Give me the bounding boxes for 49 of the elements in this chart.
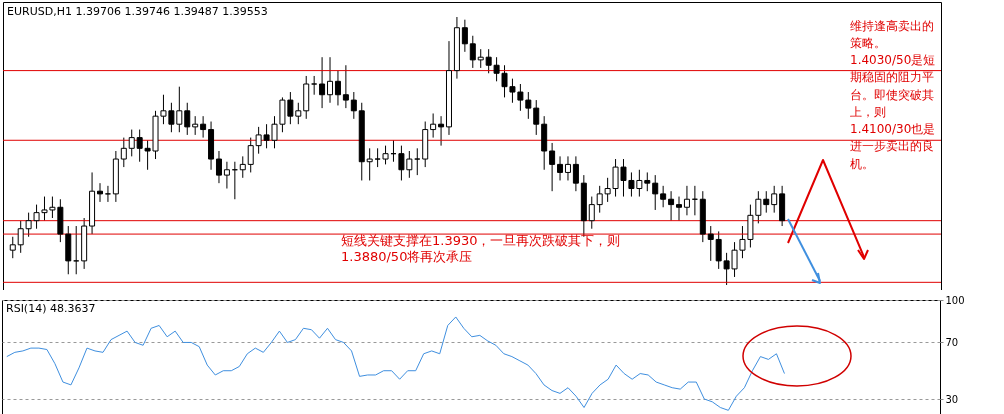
candlestick bbox=[97, 182, 104, 203]
candlestick bbox=[668, 190, 675, 222]
candlestick bbox=[311, 75, 318, 96]
candlestick bbox=[192, 115, 199, 136]
y-tick-label: 100 bbox=[945, 294, 965, 306]
candlestick bbox=[549, 142, 556, 192]
candlestick bbox=[572, 155, 579, 192]
candlestick bbox=[588, 196, 595, 230]
chart-title: EURUSD,H1 1.39706 1.39746 1.39487 1.39553 bbox=[7, 5, 268, 18]
candlestick bbox=[414, 147, 421, 176]
candlestick bbox=[334, 70, 341, 106]
candlestick bbox=[771, 185, 778, 214]
candlestick bbox=[120, 137, 127, 168]
candlestick bbox=[533, 99, 540, 136]
candlestick bbox=[239, 155, 246, 179]
candlestick bbox=[327, 56, 334, 104]
candlestick bbox=[319, 56, 326, 109]
candlestick bbox=[676, 196, 683, 222]
y-tick-label: 30 bbox=[945, 393, 959, 405]
candlestick bbox=[763, 190, 770, 214]
candlestick bbox=[652, 174, 659, 211]
candlestick bbox=[660, 185, 667, 208]
candlestick bbox=[477, 48, 484, 69]
candlestick bbox=[382, 145, 389, 165]
candlestick bbox=[707, 225, 714, 262]
candlestick bbox=[215, 150, 222, 184]
annotation: 短线关键支撑在1.3930，一旦再次跌破其下，则1.3880/50将再次承压 bbox=[341, 233, 621, 264]
candlestick bbox=[350, 91, 357, 120]
candlestick bbox=[430, 112, 437, 139]
y-tick-label: 70 bbox=[945, 336, 959, 348]
candlestick bbox=[342, 64, 349, 109]
candlestick bbox=[200, 115, 207, 139]
candlestick bbox=[564, 155, 571, 181]
line-series bbox=[6, 316, 785, 411]
candlestick bbox=[683, 185, 690, 216]
candlestick bbox=[73, 225, 80, 275]
candlestick bbox=[184, 102, 191, 136]
candlestick bbox=[223, 161, 230, 190]
candlestick bbox=[461, 19, 468, 53]
candlestick bbox=[128, 129, 135, 157]
candlestick bbox=[374, 147, 381, 168]
candlestick bbox=[366, 147, 373, 181]
chart-title: RSI(14) 48.3637 bbox=[6, 302, 96, 315]
candlestick bbox=[104, 185, 111, 203]
candlestick bbox=[9, 236, 16, 259]
candlestick bbox=[438, 115, 445, 147]
candlestick bbox=[557, 155, 564, 181]
text: 维持逢高卖出的策略。1.4030/50是短期稳固的阻力平台。即使突破其上，则1.4100/30也是进一步卖出的良机。 bbox=[850, 18, 936, 171]
candlestick bbox=[469, 35, 476, 69]
